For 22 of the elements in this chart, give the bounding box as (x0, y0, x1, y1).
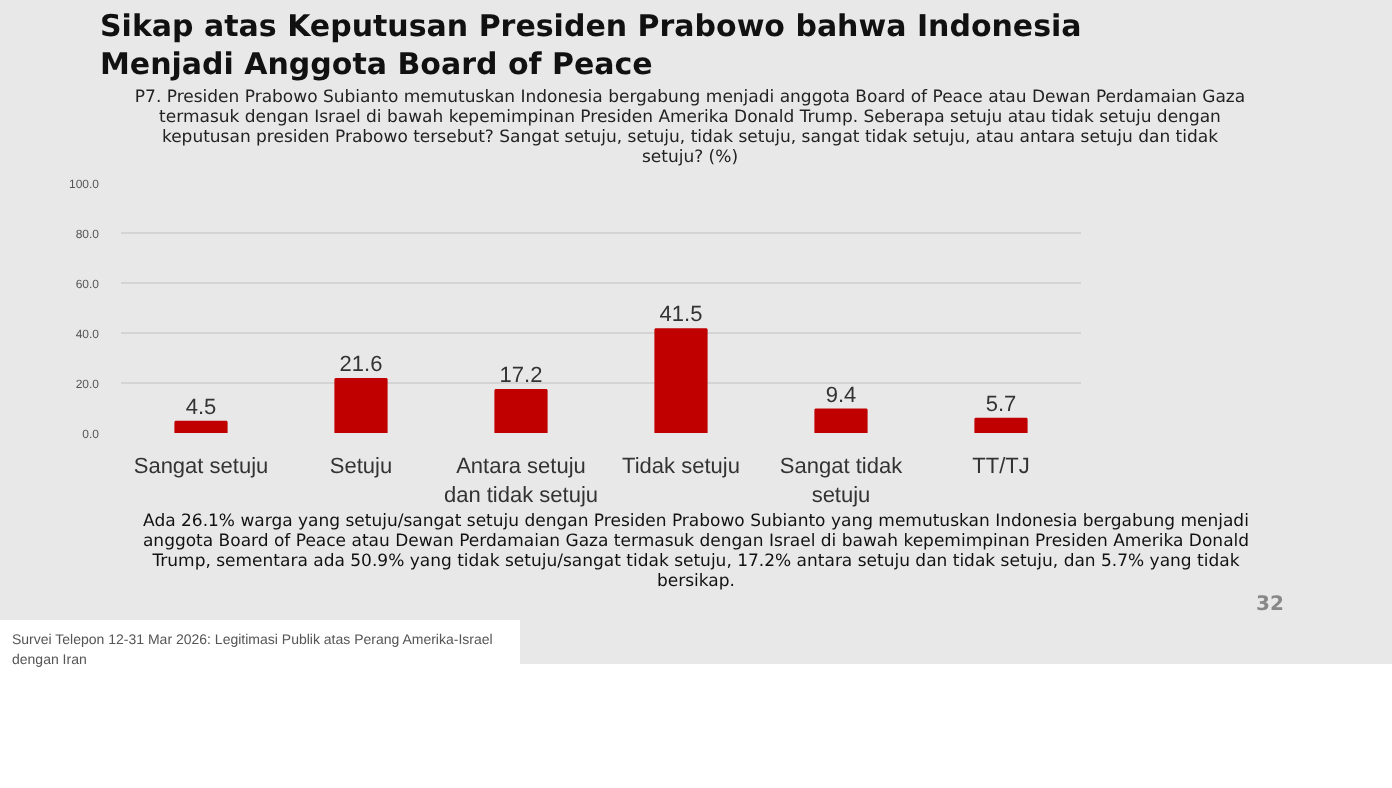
x-tick-label: Setuju (329, 455, 393, 479)
x-tick-label: Sangat tidak setuju (779, 455, 904, 508)
data-label: 4.5 (185, 395, 217, 420)
bar (814, 408, 868, 433)
data-label: 9.4 (825, 383, 857, 408)
bar (974, 417, 1028, 433)
chart-subtitle: P7. Presiden Prabowo Subianto memutuskan Indonesia bergabung menjadi anggota Board of Peace atau Dewan Perdamaian Gaza termasuk dengan Israel di bawah kepemimpinan Presiden Amerika Donald Trump. Seberapa setuju atau tidak setuju dengan keputusan presiden Prabowo tersebut? Sangat setuju, setuju, tidak setuju, sangat tidak setuju, atau antara setuju dan tidak setuju? (%) (132, 88, 1248, 168)
data-label: 5.7 (985, 392, 1017, 417)
data-label: 17.2 (499, 364, 543, 388)
data-label: 21.6 (339, 353, 383, 377)
x-tick-label: Sangat setuju (133, 455, 269, 479)
x-tick-label: Tidak setuju (622, 455, 740, 479)
text: 32 (1256, 592, 1284, 620)
chart-title: Sikap atas Keputusan Presiden Prabowo bahwa Indonesia Menjadi Anggota Board of Peace (100, 8, 1084, 84)
x-tick-label: TT/TJ (972, 455, 1030, 479)
bar (174, 420, 228, 433)
text: Ada 26.1% warga yang setuju/sangat setuju dengan Presiden Prabowo Subianto yang memutuskan Indonesia bergabung menjadi anggota Board of Peace atau Dewan Perdamaian Gaza termasuk dengan Israel di bawah kepemimpinan Presiden Amerika Donald Trump, sementara ada 50.9% yang tidak setuju/sangat tidak setuju, 17.2% antara setuju dan tidak setuju, dan 5.7% yang tidak bersikap. (140, 512, 1252, 592)
bar (654, 328, 708, 433)
data-label: 41.5 (659, 303, 703, 328)
bar (494, 389, 548, 433)
bar (334, 378, 388, 433)
x-tick-label: Antara setuju dan tidak setuju (443, 455, 599, 508)
